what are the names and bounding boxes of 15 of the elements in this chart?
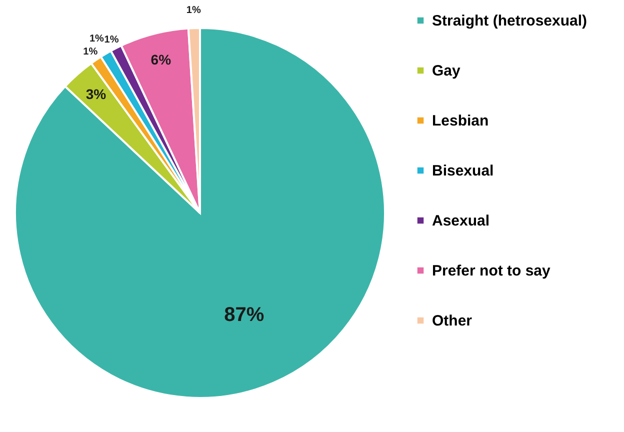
data-label: 1% [83, 46, 98, 58]
data-label: 1% [104, 34, 119, 46]
legend-label: Prefer not to say [432, 262, 552, 280]
legend-label: Gay [432, 62, 462, 80]
legend-label: Asexual [432, 212, 490, 230]
data-label: 87% [224, 304, 264, 326]
pie-slice [14, 27, 386, 399]
legend-label: Bisexual [432, 162, 494, 180]
legend-label: Straight (hetrosexual) [432, 12, 588, 30]
data-label: 1% [89, 33, 104, 44]
legend-label: Other [432, 312, 472, 330]
data-label: 1% [186, 5, 201, 16]
data-label: 6% [150, 52, 172, 68]
data-label: 3% [86, 86, 107, 102]
legend-label: Lesbian [432, 112, 489, 130]
